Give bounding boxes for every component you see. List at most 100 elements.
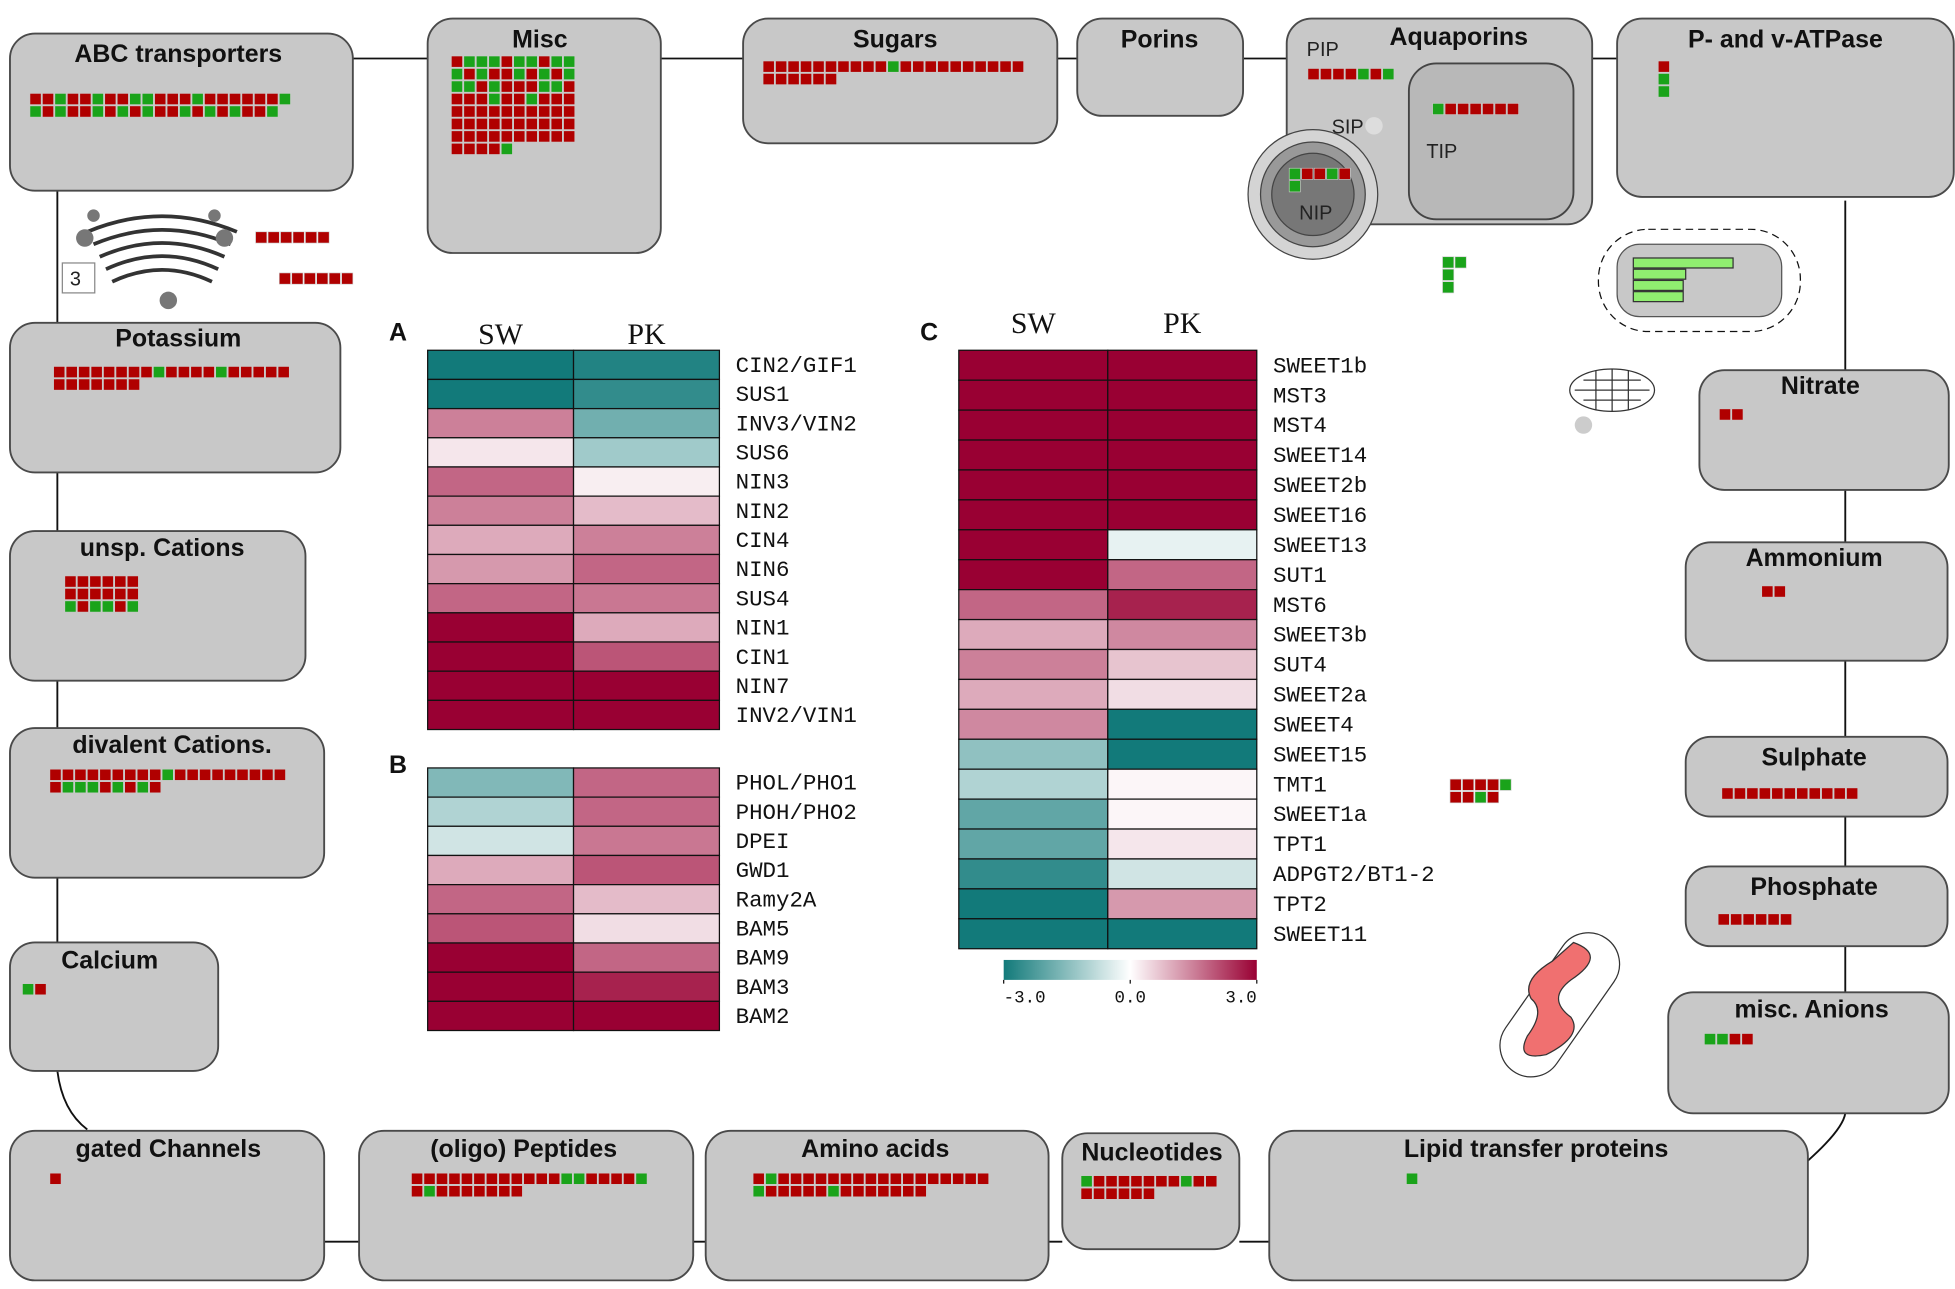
heat-cell (427, 378, 575, 410)
compartment-box (1616, 17, 1955, 198)
gene-square (1288, 167, 1301, 180)
gene-square (111, 781, 124, 794)
gene-square (500, 68, 513, 81)
gene-squares (22, 55, 1859, 1200)
gene-square (488, 93, 501, 105)
gene-square (1783, 787, 1796, 800)
gene-square (49, 768, 62, 781)
gene-label: GWD1 (736, 858, 790, 884)
gene-square (850, 60, 862, 73)
gene-square (229, 105, 241, 118)
gene-square (54, 93, 67, 105)
gene-square (488, 105, 501, 118)
gene-square (1780, 913, 1792, 926)
gene-label: BAM9 (736, 946, 790, 972)
gene-square (86, 768, 99, 781)
gene-label: TPT1 (1273, 832, 1327, 858)
gene-square (1846, 787, 1859, 800)
heat-cell (427, 524, 575, 556)
gene-square (1773, 585, 1786, 598)
gene-square (1155, 1175, 1168, 1188)
gene-square (115, 366, 128, 378)
compartment-label: P- and v-ATPase (1688, 25, 1883, 53)
gene-square (498, 1185, 511, 1198)
compartment-box (9, 727, 326, 879)
gene-square (815, 1185, 827, 1198)
gene-label: CIN1 (736, 645, 790, 671)
gene-square (488, 118, 501, 130)
gene-square (165, 366, 178, 378)
gene-square (927, 1172, 940, 1185)
gene-square (1444, 103, 1457, 115)
heat-cell (427, 583, 575, 614)
gene-square (153, 366, 165, 378)
gene-square (303, 272, 316, 285)
heat-cell (572, 495, 721, 526)
gene-square (62, 781, 74, 794)
gene-square (1657, 60, 1670, 73)
heat-cell (958, 798, 1109, 830)
gene-square (485, 1185, 498, 1198)
gene-square (1494, 103, 1507, 115)
gene-square (1449, 791, 1462, 804)
gene-square (1704, 1033, 1716, 1046)
aquaporin-sublabel: PIP (1307, 39, 1339, 61)
gene-square (116, 93, 129, 105)
gene-square (500, 105, 513, 118)
gene-square (485, 1172, 498, 1185)
gene-square (448, 1185, 461, 1198)
gene-label: MST3 (1273, 383, 1327, 409)
heat-cell (1107, 349, 1258, 381)
panel-label: B (389, 751, 407, 779)
gene-square (29, 105, 42, 118)
compartment-label: Amino acids (801, 1135, 949, 1163)
heat-cell (572, 942, 721, 973)
gene-square (89, 575, 102, 588)
gene-square (76, 600, 89, 613)
gene-label: PHOH/PHO2 (736, 800, 857, 826)
gene-square (229, 93, 241, 105)
gene-square (475, 105, 488, 118)
gene-square (914, 1185, 927, 1198)
gene-square (1657, 73, 1670, 85)
heat-cell (427, 913, 575, 944)
heat-cell (1107, 409, 1258, 441)
gene-square (101, 588, 114, 600)
gene-square (802, 1185, 815, 1198)
heat-cell (572, 378, 721, 410)
gene-square (79, 93, 92, 105)
gene-square (1755, 913, 1768, 926)
heat-cell (572, 524, 721, 556)
gene-square (451, 130, 463, 143)
gene-square (1432, 103, 1445, 115)
gene-square (1118, 1187, 1130, 1200)
gene-square (103, 378, 116, 391)
gene-square (775, 73, 788, 85)
gene-square (1499, 778, 1512, 791)
gene-square (864, 1185, 877, 1198)
heat-cell (958, 379, 1109, 411)
gene-square (1192, 1175, 1205, 1188)
gene-square (179, 93, 192, 105)
grid-icon (1569, 368, 1656, 434)
tip-box (1407, 62, 1575, 221)
gene-square (1808, 787, 1821, 800)
aquaporin-sublabel: NIP (1299, 202, 1332, 224)
gene-square (54, 105, 67, 118)
gene-square (129, 105, 142, 118)
gene-square (211, 768, 224, 781)
gene-square (1717, 913, 1730, 926)
gene-square (1442, 268, 1455, 281)
gene-square (473, 1172, 486, 1185)
gene-square (475, 93, 488, 105)
gene-square (563, 93, 576, 105)
gene-square (101, 575, 114, 588)
gene-square (573, 1172, 586, 1185)
gene-square (1307, 68, 1320, 81)
gene-square (266, 105, 279, 118)
gene-label: DPEI (736, 829, 790, 855)
gene-label: SUS4 (736, 586, 790, 612)
gene-square (488, 80, 501, 93)
gene-square (902, 1172, 915, 1185)
gene-square (1758, 787, 1771, 800)
